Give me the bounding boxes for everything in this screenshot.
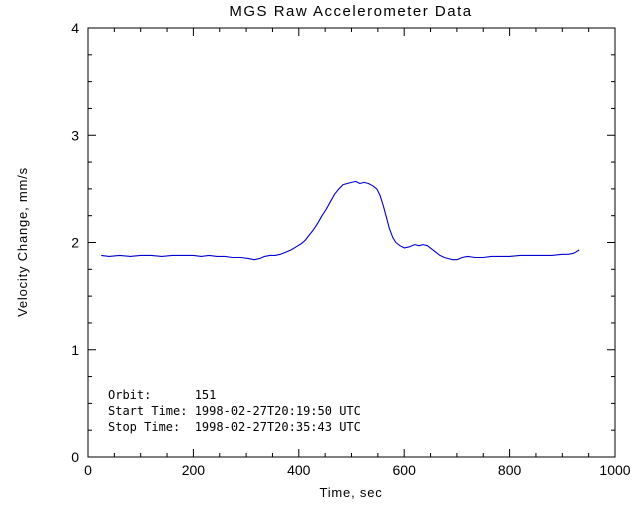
annotation-orbit: Orbit: 151 xyxy=(108,388,216,402)
annotation-stop-time: Stop Time: 1998-02-27T20:35:43 UTC xyxy=(108,420,361,434)
x-tick-label: 400 xyxy=(287,462,311,478)
x-tick-label: 200 xyxy=(182,462,206,478)
x-tick-label: 600 xyxy=(393,462,417,478)
x-axis-label: Time, sec xyxy=(319,485,382,500)
chart-title: MGS Raw Accelerometer Data xyxy=(229,3,472,20)
y-axis-label: Velocity Change, mm/s xyxy=(15,167,30,317)
y-tick-label: 0 xyxy=(71,449,79,465)
x-tick-label: 800 xyxy=(498,462,522,478)
y-tick-label: 2 xyxy=(71,235,79,251)
tick-label-layer: 0 200 400 600 800 1000 0 1 2 3 4 xyxy=(71,20,631,478)
data-line xyxy=(101,180,580,261)
series-layer xyxy=(101,180,580,261)
annotation-start-time: Start Time: 1998-02-27T20:19:50 UTC xyxy=(108,404,361,418)
y-tick-label: 1 xyxy=(71,342,79,358)
x-tick-label: 0 xyxy=(84,462,92,478)
x-tick-label: 1000 xyxy=(599,462,630,478)
y-tick-label: 4 xyxy=(71,20,79,36)
axes-layer xyxy=(87,27,616,458)
y-tick-label: 3 xyxy=(71,127,79,143)
